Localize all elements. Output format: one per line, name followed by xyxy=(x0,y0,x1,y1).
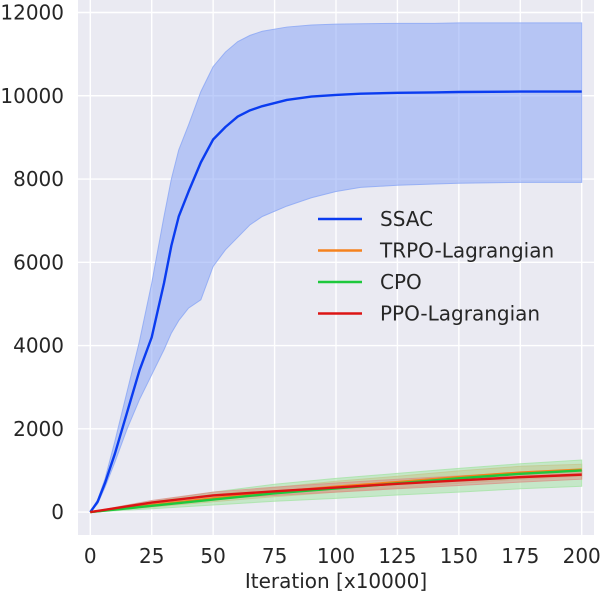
y-tick-8000: 8000 xyxy=(13,167,64,191)
x-tick-25: 25 xyxy=(139,544,164,568)
line-ssac xyxy=(89,90,582,513)
y-tick-2000: 2000 xyxy=(13,417,64,441)
series-lines xyxy=(89,90,582,514)
x-axis-label: Iteration [x10000] xyxy=(245,569,427,593)
x-tick-0: 0 xyxy=(84,544,97,568)
y-tick-10000: 10000 xyxy=(0,84,64,108)
legend-item-ppo-lagrangian: PPO-Lagrangian xyxy=(318,302,540,326)
y-tick-6000: 6000 xyxy=(13,250,64,274)
legend-label-cpo: CPO xyxy=(380,270,422,294)
x-tick-200: 200 xyxy=(563,544,600,568)
line-ppo-lagrangian xyxy=(90,473,582,514)
x-tick-75: 75 xyxy=(262,544,287,568)
legend-label-ppo-lagrangian: PPO-Lagrangian xyxy=(380,302,540,326)
legend-item-ssac: SSAC xyxy=(318,207,433,231)
y-tick-12000: 12000 xyxy=(0,0,64,24)
x-tick-50: 50 xyxy=(200,544,225,568)
legend-label-trpo-lagrangian: TRPO-Lagrangian xyxy=(379,239,554,263)
x-tick-150: 150 xyxy=(440,544,478,568)
x-tick-175: 175 xyxy=(501,544,539,568)
legend: SSAC TRPO-Lagrangian CPO PPO-Lagrangian xyxy=(318,207,554,326)
y-tick-4000: 4000 xyxy=(13,334,64,358)
x-tick-100: 100 xyxy=(317,544,355,568)
y-tick-0: 0 xyxy=(51,500,64,524)
band-ssac xyxy=(89,22,583,513)
legend-label-ssac: SSAC xyxy=(380,207,433,231)
y-tick-labels: 0 2000 4000 6000 8000 10000 12000 xyxy=(0,0,64,524)
x-tick-labels: 0 25 50 75 100 125 150 175 200 xyxy=(84,544,600,568)
legend-item-trpo-lagrangian: TRPO-Lagrangian xyxy=(318,239,554,263)
x-tick-125: 125 xyxy=(378,544,416,568)
legend-item-cpo: CPO xyxy=(318,270,422,294)
